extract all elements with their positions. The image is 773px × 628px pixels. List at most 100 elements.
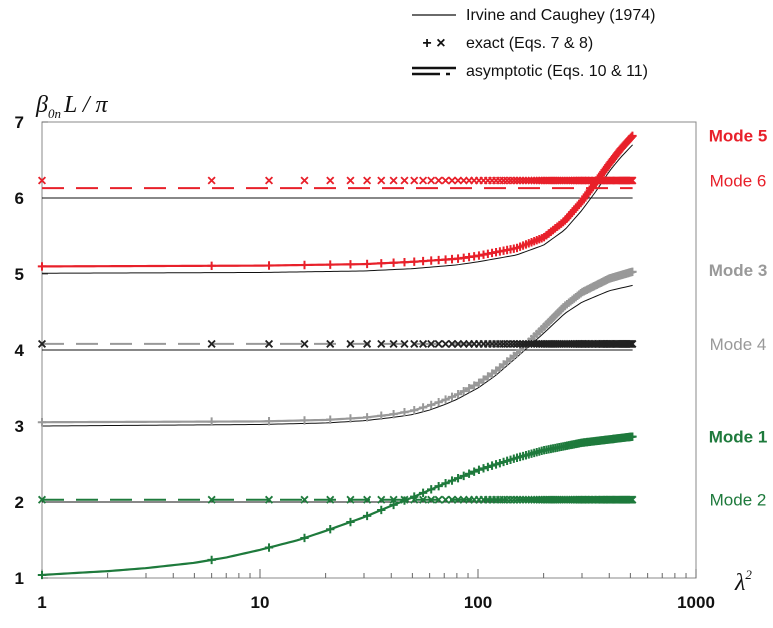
- exact-plus-marker: [207, 261, 216, 271]
- exact-cross-marker: [346, 495, 355, 504]
- exact-plus-marker: [362, 413, 372, 422]
- exact-cross-marker: [434, 339, 443, 348]
- exact-plus-marker: [441, 395, 450, 404]
- exact-cross-marker: [427, 495, 436, 504]
- exact-cross-marker: [410, 176, 419, 185]
- exact-cross-marker: [512, 495, 522, 504]
- exact-plus-marker: [326, 415, 335, 424]
- exact-plus-marker: [410, 406, 419, 415]
- mode-label: Mode 2: [710, 491, 767, 510]
- asymptotic-curve-mode-5: [41, 134, 634, 268]
- exact-cross-marker: [441, 495, 450, 504]
- exact-cross-marker: [389, 495, 398, 504]
- exact-cross-marker: [207, 176, 216, 185]
- exact-cross-marker: [516, 176, 525, 185]
- exact-cross-marker: [37, 339, 47, 348]
- exact-cross-marker: [264, 495, 274, 504]
- exact-plus-marker: [479, 464, 488, 473]
- x-tick-label: 1: [37, 593, 46, 612]
- y-tick-label: 1: [15, 569, 24, 588]
- exact-plus-marker: [418, 256, 428, 266]
- exact-cross-marker: [628, 495, 637, 504]
- exact-plus-marker: [628, 432, 637, 441]
- exact-plus-marker: [389, 409, 398, 419]
- mode-label: Mode 4: [710, 335, 767, 354]
- exact-cross-marker: [427, 339, 436, 348]
- exact-plus-marker: [389, 500, 398, 510]
- irvine-curve-mode-1: [41, 438, 633, 576]
- asymptotic-curve-mode-1: [41, 435, 633, 577]
- exact-cross-marker: [410, 339, 419, 348]
- exact-cross-marker: [419, 339, 428, 348]
- exact-plus-marker: [434, 481, 443, 491]
- exact-plus-marker: [474, 465, 484, 474]
- legend-entry-label: asymptotic (Eqs. 10 & 11): [466, 63, 648, 80]
- exact-plus-marker: [362, 259, 372, 269]
- asymptotic-lines: [41, 134, 634, 577]
- exact-cross-marker: [447, 176, 457, 185]
- exact-cross-marker: [516, 495, 525, 504]
- exact-plus-marker: [469, 467, 479, 476]
- exact-plus-marker: [464, 469, 474, 478]
- exact-cross-marker: [512, 176, 522, 185]
- exact-plus-marker: [453, 390, 463, 399]
- exact-plus-marker: [207, 555, 216, 565]
- legend-entry-label: Irvine and Caughey (1974): [466, 7, 655, 24]
- exact-cross-marker: [326, 176, 335, 185]
- exact-cross-marker: [346, 176, 355, 185]
- exact-cross-marker: [512, 339, 522, 348]
- exact-plus-marker: [628, 267, 637, 276]
- exact-plus-marker: [377, 259, 386, 268]
- legend-entry-label: exact (Eqs. 7 & 8): [466, 35, 593, 52]
- exact-plus-marker: [377, 411, 386, 420]
- exact-cross-marker: [377, 176, 386, 185]
- exact-plus-marker: [264, 543, 274, 552]
- irvine-curve-mode-3: [41, 284, 633, 427]
- exact-plus-marker: [474, 378, 484, 387]
- y-tick-label: 5: [15, 265, 24, 284]
- exact-cross-marker: [400, 339, 409, 348]
- exact-plus-marker: [434, 397, 443, 407]
- exact-cross-marker: [326, 495, 335, 504]
- exact-plus-marker: [464, 384, 474, 393]
- exact-cross-marker: [400, 495, 409, 504]
- exact-cross-marker: [628, 176, 637, 185]
- exact-plus-marker: [326, 525, 335, 534]
- irvine-curve-mode-5: [41, 144, 633, 274]
- exact-plus-marker: [326, 260, 335, 269]
- legend: + × Irvine and Caughey (1974) exact (Eqs. …: [412, 7, 655, 80]
- exact-plus-marker: [459, 386, 468, 396]
- exact-plus-marker: [346, 517, 355, 527]
- exact-plus-marker: [264, 417, 274, 426]
- exact-plus-marker: [400, 408, 409, 417]
- exact-cross-marker: [346, 339, 355, 348]
- y-tick-label: 6: [15, 189, 24, 208]
- exact-plus-marker: [377, 505, 386, 515]
- x-tick-label: 10: [251, 593, 270, 612]
- exact-cross-marker: [434, 176, 443, 185]
- legend-marker-symbol: + ×: [422, 35, 445, 52]
- exact-cross-marker: [37, 495, 47, 504]
- exact-cross-marker: [363, 495, 372, 504]
- exact-plus-marker: [346, 414, 355, 423]
- exact-plus-marker: [37, 262, 47, 271]
- exact-plus-marker: [483, 462, 493, 472]
- exact-plus-marker: [400, 258, 409, 267]
- exact-cross-marker: [326, 339, 335, 348]
- exact-cross-marker: [37, 176, 47, 185]
- exact-plus-marker: [427, 485, 436, 494]
- exact-cross-marker: [434, 495, 443, 504]
- mode-labels: Mode 5 Mode 6 Mode 3 Mode 4 Mode 1 Mode 2: [709, 127, 768, 510]
- exact-plus-marker: [469, 381, 479, 390]
- y-axis-title: β0n L / π: [35, 92, 109, 121]
- exact-cross-marker: [410, 495, 419, 504]
- y-tick-label: 4: [15, 341, 25, 360]
- exact-plus-marker: [362, 511, 372, 521]
- exact-plus-marker: [459, 471, 468, 481]
- exact-cross-marker: [441, 176, 450, 185]
- x-tick-label: 100: [464, 593, 492, 612]
- y-tick-label: 3: [15, 417, 24, 436]
- exact-plus-marker: [389, 258, 398, 267]
- mode-label: Mode 1: [709, 428, 768, 447]
